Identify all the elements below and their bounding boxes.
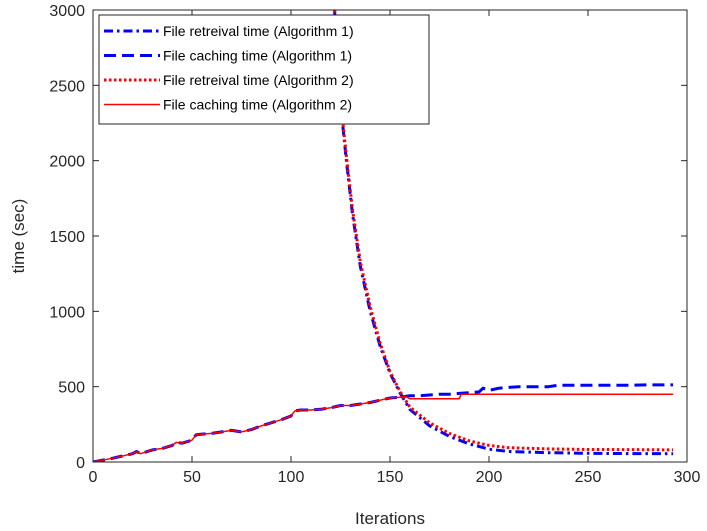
x-tick-label: 300 bbox=[674, 469, 701, 486]
x-tick-label: 250 bbox=[575, 469, 602, 486]
y-tick-label: 2500 bbox=[49, 78, 85, 95]
legend-box bbox=[98, 14, 430, 125]
series-line-4 bbox=[93, 393, 674, 462]
y-axis-label: time (sec) bbox=[9, 199, 28, 274]
x-tick-label: 0 bbox=[89, 469, 98, 486]
legend: File retreival time (Algorithm 1) File ca… bbox=[98, 14, 430, 125]
series-line-3 bbox=[333, 10, 674, 452]
x-tick-label: 100 bbox=[278, 469, 305, 486]
y-tick-label: 0 bbox=[76, 455, 85, 472]
x-axis-label: Iterations bbox=[355, 509, 425, 528]
ticks-layer: 0 50 100 150 200 250 3000500100015002000250030… bbox=[49, 3, 700, 486]
legend-label-2: File caching time (Algorithm 1) bbox=[163, 48, 352, 64]
y-tick-label: 500 bbox=[58, 380, 85, 397]
x-tick-label: 50 bbox=[183, 469, 201, 486]
x-tick-label: 150 bbox=[377, 469, 404, 486]
legend-label-1: File retreival time (Algorithm 1) bbox=[163, 23, 354, 39]
legend-label-3: File retreival time (Algorithm 2) bbox=[163, 72, 354, 88]
y-tick-label: 3000 bbox=[49, 3, 85, 20]
legend-label-4: File caching time (Algorithm 2) bbox=[163, 97, 352, 113]
y-tick-label: 2000 bbox=[49, 154, 85, 171]
series-layer bbox=[93, 10, 674, 462]
y-tick-label: 1000 bbox=[49, 304, 85, 321]
x-tick-label: 200 bbox=[476, 469, 503, 486]
y-tick-label: 1500 bbox=[49, 229, 85, 246]
